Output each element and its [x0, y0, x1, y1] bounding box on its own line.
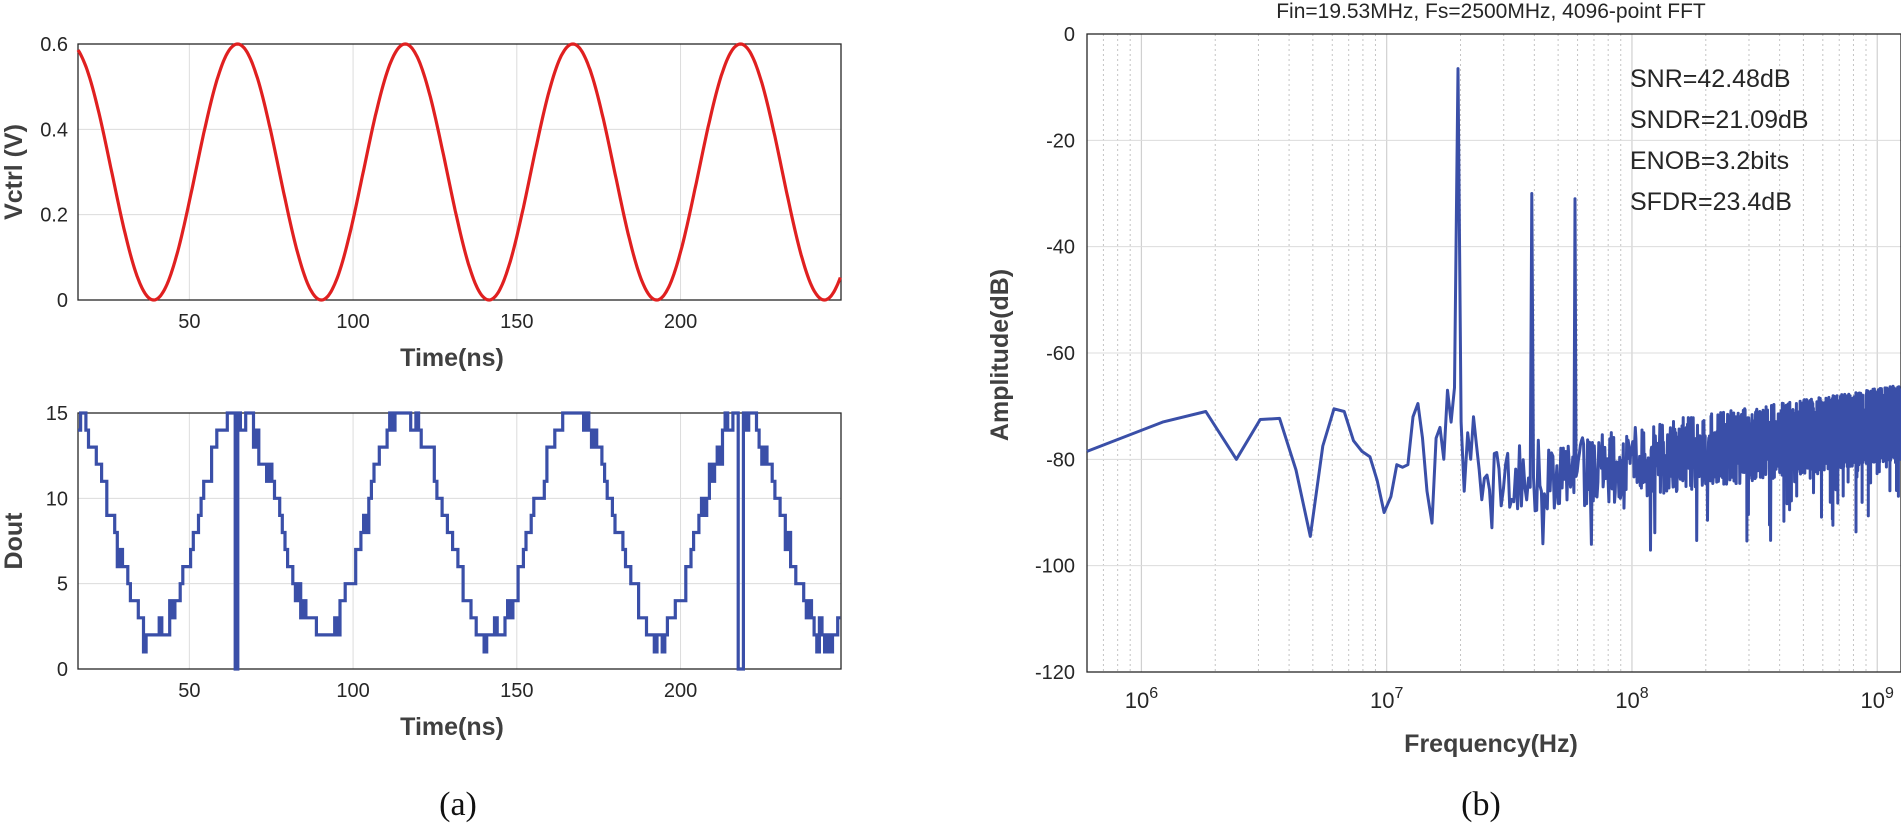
y-tick-label: 10 — [46, 488, 68, 510]
x-tick-label: 50 — [178, 311, 200, 333]
dout-series-line — [78, 411, 841, 671]
y-tick-label: 0.6 — [40, 34, 68, 56]
panel-b-caption: (b) — [1461, 786, 1501, 823]
x-tick-label: 109 — [1861, 685, 1894, 713]
vctrl-x-axis-label: Time(ns) — [400, 344, 504, 372]
vctrl-ticks: 50 100 150 200 0 0.2 0.4 0.6 — [40, 34, 697, 333]
fft-title: Fin=19.53MHz, Fs=2500MHz, 4096-point FFT — [1276, 0, 1706, 23]
y-tick-label: -20 — [1046, 130, 1075, 152]
snr-annotation: SNR=42.48dB — [1630, 65, 1791, 93]
vctrl-grid — [78, 43, 841, 301]
fft-plot-area — [1086, 33, 1901, 673]
x-tick-label: 100 — [336, 680, 369, 702]
vctrl-series-line — [76, 42, 842, 302]
fft-annotations: SNR=42.48dB SNDR=21.09dB ENOB=3.2bits SF… — [1630, 65, 1809, 216]
y-tick-label: 0.2 — [40, 205, 68, 227]
enob-annotation: ENOB=3.2bits — [1630, 147, 1789, 175]
y-tick-label: 0.4 — [40, 119, 68, 141]
x-tick-label: 150 — [500, 680, 533, 702]
fft-y-axis-label: Amplitude(dB) — [986, 269, 1014, 441]
x-tick-label: 200 — [664, 680, 697, 702]
y-tick-label: 0 — [57, 659, 68, 681]
y-tick-label: 0 — [1064, 24, 1075, 46]
x-tick-label: 150 — [500, 311, 533, 333]
x-tick-label: 100 — [336, 311, 369, 333]
dout-x-axis-label: Time(ns) — [400, 713, 504, 741]
fft-grid — [1086, 33, 1901, 673]
vctrl-y-axis-label: Vctrl (V) — [0, 124, 28, 220]
dout-plot-area — [77, 412, 842, 670]
panel-a-caption: (a) — [439, 786, 477, 823]
fft-x-axis-label: Frequency(Hz) — [1404, 730, 1578, 758]
y-tick-label: -100 — [1035, 556, 1075, 578]
x-tick-label: 107 — [1370, 685, 1403, 713]
y-tick-label: -60 — [1046, 343, 1075, 365]
x-tick-label: 108 — [1615, 685, 1648, 713]
fft-chart: Fin=19.53MHz, Fs=2500MHz, 4096-point FFT… — [986, 0, 1901, 758]
vctrl-plot-area — [77, 43, 842, 301]
dout-ticks: 50 100 150 200 0 5 10 15 — [46, 403, 697, 702]
dout-chart: 50 100 150 200 0 5 10 15 Time(ns) Dout — [0, 403, 842, 741]
x-tick-label: 200 — [664, 311, 697, 333]
sfdr-annotation: SFDR=23.4dB — [1630, 188, 1792, 216]
sndr-annotation: SNDR=21.09dB — [1630, 106, 1809, 134]
y-tick-label: 5 — [57, 574, 68, 596]
x-tick-label: 106 — [1125, 685, 1158, 713]
x-tick-label: 50 — [178, 680, 200, 702]
y-tick-label: -40 — [1046, 237, 1075, 259]
fft-series-line — [1086, 67, 1901, 552]
fft-ticks: 0 -20 -40 -60 -80 -100 -120 106 107 108 109 — [1035, 24, 1894, 713]
dout-y-axis-label: Dout — [0, 512, 28, 570]
y-tick-label: -80 — [1046, 449, 1075, 471]
y-tick-label: 0 — [57, 290, 68, 312]
y-tick-label: -120 — [1035, 662, 1075, 684]
vctrl-chart: 50 100 150 200 0 0.2 0.4 0.6 Time(ns) Vctrl (V) — [0, 34, 842, 372]
y-tick-label: 15 — [46, 403, 68, 425]
